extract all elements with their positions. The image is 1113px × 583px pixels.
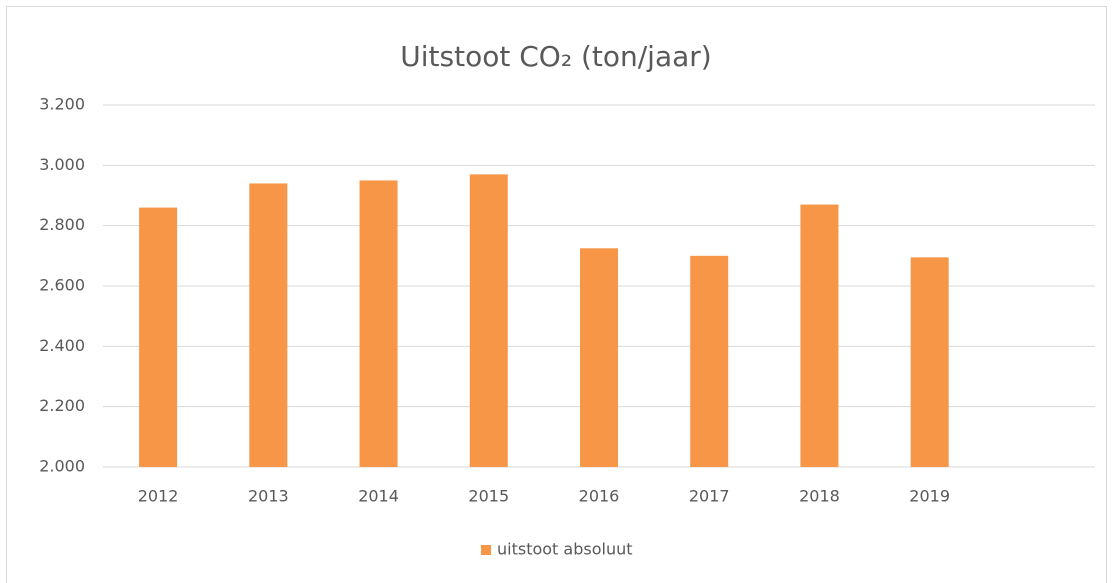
- x-tick-label: 2019: [909, 487, 950, 506]
- y-tick-label: 2.800: [39, 215, 85, 234]
- x-tick-label: 2015: [468, 487, 509, 506]
- bar: [469, 174, 508, 467]
- x-tick-label: 2013: [248, 487, 289, 506]
- x-tick-label: 2016: [579, 487, 620, 506]
- bar: [580, 248, 618, 467]
- x-tick-label: 2012: [138, 487, 179, 506]
- bar: [910, 257, 949, 467]
- bar: [139, 207, 178, 468]
- y-tick-label: 3.000: [39, 155, 85, 174]
- legend-swatch: [481, 545, 491, 555]
- y-tick-label: 2.400: [39, 336, 85, 355]
- y-tick-label: 2.600: [39, 276, 85, 295]
- bar: [690, 255, 729, 467]
- y-tick-label: 3.200: [39, 95, 85, 114]
- x-tick-label: 2018: [799, 487, 840, 506]
- y-tick-label: 2.000: [39, 457, 85, 476]
- legend-label: uitstoot absoluut: [497, 540, 633, 559]
- x-tick-label: 2017: [689, 487, 730, 506]
- bar: [800, 204, 839, 468]
- chart-title: Uitstoot CO₂ (ton/jaar): [400, 40, 711, 73]
- y-tick-label: 2.200: [39, 396, 85, 415]
- bar: [249, 183, 288, 467]
- x-tick-label: 2014: [358, 487, 399, 506]
- bar: [359, 180, 398, 467]
